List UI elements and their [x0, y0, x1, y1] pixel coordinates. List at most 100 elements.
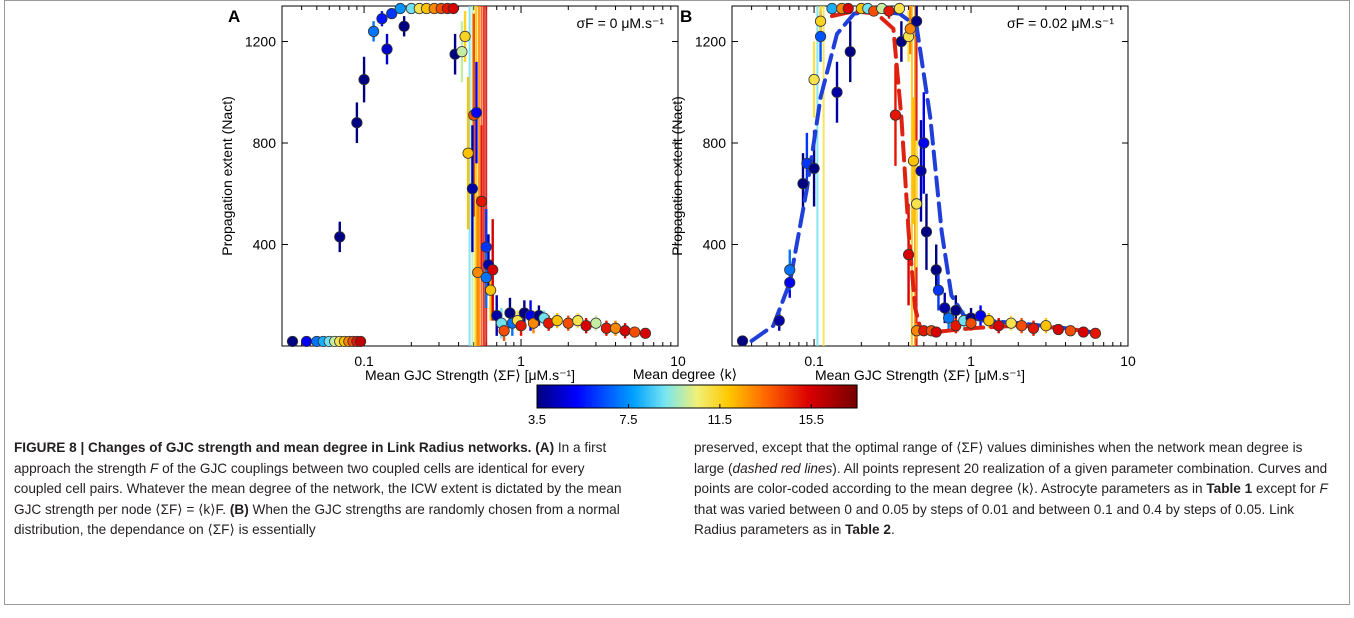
colorbar-segment [614, 385, 618, 408]
colorbar-segment [660, 385, 664, 408]
colorbar-segment [763, 385, 767, 408]
colorbar-segment [742, 385, 746, 408]
colorbar-segment [811, 385, 815, 408]
caption-run: preserved, except that the optimal range… [694, 440, 1303, 476]
colorbar-segment [665, 385, 668, 408]
colorbar-segment [740, 385, 744, 408]
data-point [784, 276, 796, 289]
colorbar-segment [713, 385, 716, 408]
colorbar-segment [731, 385, 735, 408]
data-point [381, 43, 393, 55]
colorbar-segment [838, 385, 842, 408]
data-point [480, 271, 492, 284]
data-point [808, 162, 820, 174]
data-point [842, 2, 854, 15]
data-point [1016, 320, 1028, 332]
x-tick-label: 0.1 [804, 353, 824, 369]
data-point [993, 320, 1005, 332]
colorbar-segment [591, 385, 595, 408]
colorbar-segment [793, 385, 796, 408]
colorbar-segment [834, 385, 838, 408]
colorbar-segment [802, 385, 806, 408]
y-tick-label: 400 [253, 237, 277, 253]
caption-run: Table 1 [1206, 481, 1253, 497]
colorbar-frame [536, 384, 858, 409]
data-point [475, 195, 488, 207]
colorbar-tick-label: 3.5 [528, 412, 546, 427]
colorbar-segment [623, 385, 627, 408]
data-point [808, 73, 820, 86]
colorbar-segment [804, 385, 808, 408]
data-point [376, 13, 388, 25]
colorbar-segment [820, 385, 824, 408]
data-point [736, 335, 749, 347]
colorbar-segment [674, 385, 678, 408]
colorbar-segment [726, 385, 730, 408]
colorbar-segment [724, 385, 728, 408]
colorbar-segment [589, 385, 593, 408]
colorbar-segment [587, 385, 591, 408]
colorbar: Mean degree ⟨k⟩ 3.5 7.5 11.5 15.5 [528, 366, 858, 427]
colorbar-segment [841, 385, 844, 408]
colorbar-segment [564, 385, 568, 408]
colorbar-segment [706, 385, 710, 408]
figure-frame [4, 0, 1350, 438]
colorbar-segment [637, 385, 641, 408]
data-point [334, 231, 346, 243]
data-point [358, 73, 370, 86]
colorbar-segment [738, 385, 742, 408]
caption-run: of the GJC couplings between two coupled… [14, 460, 622, 517]
frame-right-border [1349, 438, 1350, 605]
data-point [983, 315, 995, 327]
data-point [470, 106, 483, 119]
colorbar-segment [749, 385, 753, 408]
colorbar-segment [683, 385, 687, 408]
data-point [609, 322, 622, 334]
caption-left: FIGURE 8 | Changes of GJC strength and m… [14, 438, 624, 541]
caption-run: (B) [229, 501, 249, 517]
colorbar-tick-label: 7.5 [619, 412, 637, 427]
colorbar-segment [772, 385, 776, 408]
colorbar-segment [774, 385, 778, 408]
caption-run: When the GJC strengths are randomly chos… [14, 501, 620, 538]
data-point [459, 30, 471, 43]
colorbar-segment [569, 385, 572, 408]
colorbar-segment [635, 385, 639, 408]
data-point [1040, 320, 1052, 332]
data-point [907, 155, 920, 167]
colorbar-segment [639, 385, 643, 408]
colorbar-segment [852, 385, 856, 408]
caption-run: FIGURE 8 | Changes of GJC strength and m… [14, 440, 532, 455]
figure-svg: 0.1 1 10 400 800 1200 A σF = 0 μM.s⁻¹ Mean GJC S… [219, 2, 1136, 427]
colorbar-segment [543, 385, 547, 408]
colorbar-segment [786, 385, 790, 408]
colorbar-segment [578, 385, 582, 408]
sigma-annotation: σF = 0 μM.s⁻¹ [577, 15, 665, 31]
colorbar-segment [662, 385, 666, 408]
data-point [1077, 326, 1090, 338]
data-point [826, 2, 838, 15]
colorbar-segment [649, 385, 652, 408]
colorbar-segment [777, 385, 780, 408]
sigma-annotation: σF = 0.02 μM.s⁻¹ [1007, 15, 1114, 31]
data-point [456, 46, 468, 58]
data-point [485, 284, 497, 296]
data-point [572, 315, 584, 327]
x-tick-label: 10 [1120, 353, 1136, 369]
colorbar-segment [548, 385, 552, 408]
y-tick-label: 800 [253, 135, 277, 151]
data-point [480, 241, 492, 253]
colorbar-segment [797, 385, 801, 408]
colorbar-segment [667, 385, 671, 408]
data-point [904, 23, 916, 35]
colorbar-segment [767, 385, 771, 408]
colorbar-segment [690, 385, 694, 408]
caption-run: (A) [535, 440, 555, 455]
colorbar-segment [598, 385, 602, 408]
data-point [889, 109, 902, 121]
data-point [844, 46, 856, 58]
colorbar-segment [710, 385, 714, 408]
data-point [974, 309, 987, 322]
colorbar-segment [715, 385, 719, 408]
